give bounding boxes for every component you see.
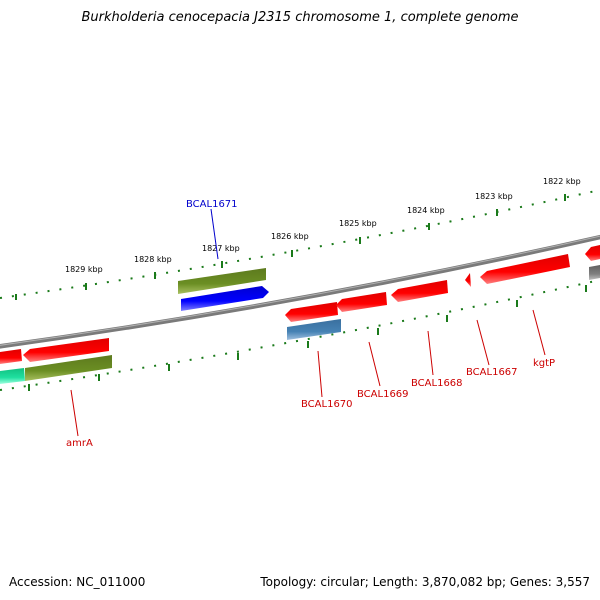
gene-bcal1670[interactable] bbox=[285, 302, 338, 322]
scale-label-1826: 1826 kbp bbox=[271, 232, 309, 241]
gene-label-bcal1668[interactable]: BCAL1668 bbox=[411, 378, 463, 389]
gene-bcal1667[interactable] bbox=[465, 273, 471, 287]
scale-label-1827: 1827 kbp bbox=[202, 244, 240, 253]
gene-label-bcal1669[interactable]: BCAL1669 bbox=[357, 389, 409, 400]
accession-text: Accession: NC_011000 bbox=[9, 575, 146, 589]
scale-label-1829: 1829 kbp bbox=[65, 265, 103, 274]
label-leader-lines bbox=[70, 208, 546, 437]
gene-label-bcal1667[interactable]: BCAL1667 bbox=[466, 367, 518, 378]
scale-label-1828: 1828 kbp bbox=[134, 255, 172, 264]
gene-forward-green-1827[interactable] bbox=[178, 268, 266, 294]
gene-label-kgtp[interactable]: kgtP bbox=[533, 358, 555, 369]
gene-red-left-2[interactable] bbox=[23, 338, 109, 362]
scale-label-1823: 1823 kbp bbox=[475, 192, 513, 201]
gene-red-left-1[interactable] bbox=[0, 349, 22, 364]
gene-label-bcal1671[interactable]: BCAL1671 bbox=[186, 199, 238, 210]
scale-label-1825: 1825 kbp bbox=[339, 219, 377, 228]
gene-kgtP[interactable] bbox=[480, 254, 570, 284]
outer-major-ticks bbox=[15, 194, 566, 300]
inner-tick-track bbox=[0, 279, 600, 391]
gene-label-bcal1670[interactable]: BCAL1670 bbox=[301, 399, 353, 410]
scale-label-1824: 1824 kbp bbox=[407, 206, 445, 215]
map-title: Burkholderia cenocepacia J2315 chromosom… bbox=[81, 10, 519, 25]
gene-cyan-left[interactable] bbox=[0, 368, 25, 384]
gene-amrA[interactable] bbox=[25, 355, 112, 381]
scale-label-1822: 1822 kbp bbox=[543, 177, 581, 186]
gene-red-right-edge[interactable] bbox=[585, 245, 600, 261]
outer-tick-track bbox=[0, 189, 600, 299]
gene-gray-right-edge[interactable] bbox=[589, 265, 600, 280]
gene-bcal1669[interactable] bbox=[336, 292, 387, 312]
inner-major-ticks bbox=[28, 285, 587, 391]
gene-bcal1668[interactable] bbox=[391, 280, 448, 302]
gene-label-amra[interactable]: amrA bbox=[66, 438, 93, 449]
gene-bcal1670-steelblue[interactable] bbox=[287, 319, 341, 340]
chromosome-backbone bbox=[0, 234, 600, 349]
gene-bcal1671[interactable] bbox=[181, 286, 269, 311]
topology-text: Topology: circular; Length: 3,870,082 bp… bbox=[260, 575, 590, 589]
chromosome-backbone-highlight bbox=[0, 235, 600, 346]
